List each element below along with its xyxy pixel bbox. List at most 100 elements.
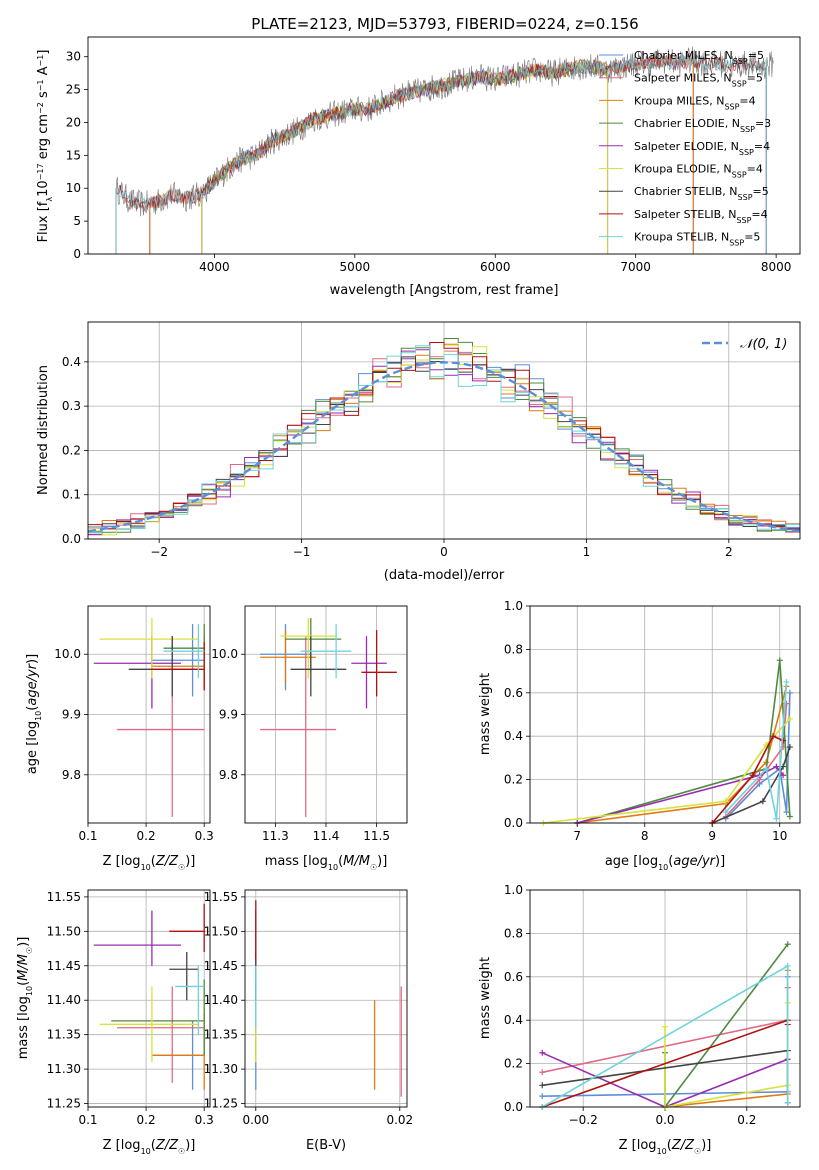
y-tick-label: 11.40 xyxy=(204,993,238,1007)
x-axis-label: age [log10(age/yr)] xyxy=(605,854,725,872)
axes-weight-vs-age: 7 8 9 10 0.0 0.2 0.4 0.6 0.8 1.0 age [log10(age/yr… xyxy=(478,599,801,872)
axes-spectrum: 4000 5000 6000 7000 8000 0 5 10 15 20 25 30 Chabrier… xyxy=(36,36,801,298)
weight-point xyxy=(786,813,793,820)
y-tick-label: 0.8 xyxy=(504,926,523,940)
x-tick-label: 7000 xyxy=(620,260,651,274)
y-tick-label: 15 xyxy=(66,148,81,162)
x-tick-label: 4000 xyxy=(199,260,230,274)
y-tick-label: 1.0 xyxy=(504,883,523,897)
y-tick-label: 9.8 xyxy=(62,768,81,782)
weight-point xyxy=(786,689,793,696)
y-tick-label: 11.55 xyxy=(204,890,238,904)
weight-point xyxy=(773,763,780,770)
y-tick-label: 0.4 xyxy=(504,729,523,743)
y-tick-label: 10 xyxy=(66,181,81,195)
residual-histogram xyxy=(88,342,800,530)
y-axis-label: Normed distribution xyxy=(36,365,51,495)
y-tick-label: 11.25 xyxy=(47,1097,81,1111)
weight-point xyxy=(783,678,790,685)
x-tick-label: 0.2 xyxy=(137,829,156,843)
legend-label: Chabrier ELODIE, NSSP=3 xyxy=(634,117,771,134)
weight-line xyxy=(711,746,791,824)
weight-line xyxy=(664,970,789,1108)
weight-point xyxy=(722,798,729,805)
weight-point xyxy=(786,715,793,722)
y-tick-label: 0 xyxy=(73,247,81,261)
weight-point xyxy=(780,737,787,744)
legend-label: Kroupa MILES, NSSP=4 xyxy=(634,94,756,111)
model-spectrum-line xyxy=(115,53,766,212)
weight-point xyxy=(539,1093,546,1100)
weight-line xyxy=(577,660,791,824)
legend-label: Kroupa ELODIE, NSSP=4 xyxy=(634,163,763,180)
x-axis-label: E(B-V) xyxy=(306,1138,346,1153)
x-axis-label: Z [log10(Z/Z☉)] xyxy=(103,1138,196,1156)
x-tick-label: 0.02 xyxy=(386,1113,413,1127)
weight-line xyxy=(577,686,788,824)
axes-frame xyxy=(87,889,211,1108)
y-axis-label: mass [log10(M/M☉)] xyxy=(16,937,34,1060)
y-tick-label: 9.9 xyxy=(62,708,81,722)
x-tick-label: 0 xyxy=(440,545,448,559)
x-axis-label: Z [log10(Z/Z☉)] xyxy=(619,1138,712,1156)
x-tick-label: 6000 xyxy=(480,260,511,274)
axes-frame xyxy=(244,605,408,824)
y-axis-label: Flux [fλ10−17 erg cm−2 s−1 A−1] xyxy=(36,50,54,243)
y-tick-label: 20 xyxy=(66,115,81,129)
weight-point xyxy=(784,941,791,948)
x-tick-label: 8000 xyxy=(761,260,792,274)
y-tick-label: 0.8 xyxy=(504,642,523,656)
model-spectrum-line xyxy=(201,60,608,194)
weight-point xyxy=(539,1049,546,1056)
axes-mass-vs-Z: 0.1 0.2 0.3 11.25 11.30 11.35 11.40 11.45 11.50 1… xyxy=(16,889,214,1156)
x-tick-label: 1 xyxy=(583,545,591,559)
x-tick-label: 0.3 xyxy=(195,1113,214,1127)
axes-age-vs-Z: 0.1 0.2 0.3 9.8 9.9 10.0 Z [log10(Z/Z☉)] age [l… xyxy=(25,605,214,872)
axes-mass-vs-EBV: 0.00 0.02 11.25 11.30 11.35 11.40 11.45 11.50 11… xyxy=(204,889,413,1153)
y-axis-label: age [log10(age/yr)] xyxy=(25,654,43,774)
legend-label: Kroupa STELIB, NSSP=5 xyxy=(634,231,760,248)
y-tick-label: 10.0 xyxy=(211,647,238,661)
axes-frame xyxy=(87,605,211,824)
y-tick-label: 0.4 xyxy=(62,355,81,369)
x-tick-label: 7 xyxy=(573,829,581,843)
y-tick-label: 0.0 xyxy=(504,816,523,830)
y-axis-label: mass weight xyxy=(478,957,493,1039)
y-tick-label: 11.35 xyxy=(47,1028,81,1042)
weight-point xyxy=(539,1082,546,1089)
model-spectrum-line xyxy=(201,59,608,199)
x-tick-label: 11.5 xyxy=(363,829,390,843)
normal-reference-curve xyxy=(87,361,801,533)
y-tick-label: 0.4 xyxy=(504,1013,523,1027)
x-tick-label: 11.3 xyxy=(262,829,289,843)
y-tick-label: 1.0 xyxy=(504,599,523,613)
y-tick-label: 25 xyxy=(66,83,81,97)
legend-label: 𝒩(0, 1) xyxy=(740,337,787,352)
weight-line xyxy=(543,718,791,824)
y-tick-label: 0.6 xyxy=(504,686,523,700)
weight-point xyxy=(539,1069,546,1076)
x-tick-label: 10 xyxy=(772,829,787,843)
y-tick-label: 11.25 xyxy=(204,1097,238,1111)
y-tick-label: 11.45 xyxy=(47,959,81,973)
weight-point xyxy=(786,744,793,751)
x-tick-label: −2 xyxy=(150,545,168,559)
x-tick-label: 0.2 xyxy=(737,1113,756,1127)
y-tick-label: 9.8 xyxy=(219,768,238,782)
weight-point xyxy=(783,809,790,816)
x-axis-label: wavelength [Angstrom, rest frame] xyxy=(330,283,559,298)
weight-point xyxy=(784,962,791,969)
y-tick-label: 11.45 xyxy=(204,959,238,973)
y-tick-label: 5 xyxy=(73,214,81,228)
x-tick-label: 2 xyxy=(725,545,733,559)
y-tick-label: 11.55 xyxy=(47,890,81,904)
y-tick-label: 11.40 xyxy=(47,993,81,1007)
axes-frame xyxy=(244,889,408,1108)
weight-point xyxy=(749,772,756,779)
x-tick-label: 0.1 xyxy=(78,1113,97,1127)
weight-point xyxy=(763,765,770,772)
axes-frame xyxy=(87,36,801,255)
y-tick-label: 11.50 xyxy=(204,924,238,938)
x-tick-label: 9 xyxy=(708,829,716,843)
